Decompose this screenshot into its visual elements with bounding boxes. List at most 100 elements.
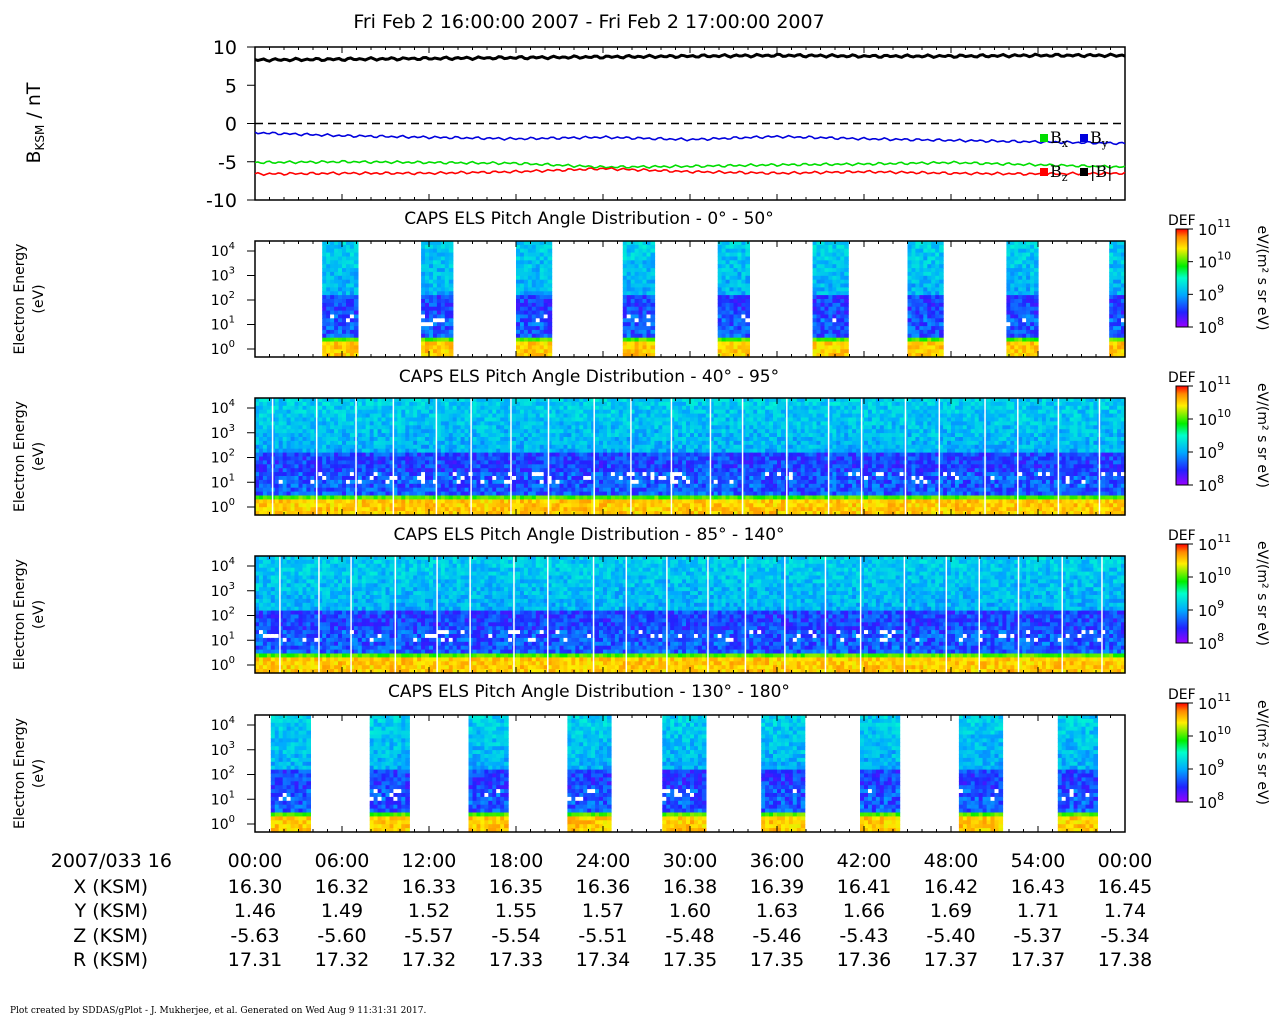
spectrogram-cell: [421, 349, 426, 354]
spectrogram-cell: [417, 499, 422, 504]
spectrogram-cell: [429, 468, 434, 473]
spectrogram-cell: [326, 287, 331, 292]
spectrogram-cell: [1109, 241, 1114, 246]
spectrogram-cell: [255, 448, 260, 454]
spectrogram-cell: [298, 491, 304, 497]
spectrogram-cell: [409, 405, 414, 411]
spectrogram-cell: [425, 452, 430, 458]
spectrogram-cell: [349, 302, 355, 308]
spectrogram-cell: [429, 511, 434, 516]
spectrogram-cell: [472, 468, 478, 473]
spectrogram-cell: [504, 507, 509, 512]
spectrogram-cell: [512, 460, 517, 465]
spectrogram-cell: [433, 421, 438, 426]
spectrogram-cell: [330, 425, 335, 430]
spectrogram-cell: [650, 318, 656, 323]
spectrogram-cell: [820, 353, 826, 358]
spectrogram-cell: [405, 495, 410, 500]
spectrogram-cell: [433, 503, 438, 508]
spectrogram-cell: [919, 256, 924, 261]
spectrogram-cell: [840, 326, 845, 331]
spectrogram-cell: [330, 287, 335, 292]
spectrogram-cell: [1026, 244, 1031, 250]
spectrogram-cell: [326, 472, 331, 477]
spectrogram-cell: [346, 456, 351, 461]
spectrogram-cell: [512, 398, 517, 403]
spectrogram-cell: [480, 405, 485, 411]
spectrogram-cell: [298, 468, 304, 473]
spectrogram-cell: [393, 425, 398, 430]
spectrogram-cell: [531, 401, 537, 407]
spectrogram-cell: [516, 499, 521, 504]
spectrogram-cell: [1034, 314, 1039, 319]
spectrogram-cell: [527, 264, 533, 269]
spectrogram-cell: [274, 479, 280, 485]
spectrogram-cell: [571, 409, 576, 415]
spectrogram-cell: [579, 437, 584, 442]
spectrogram-cell: [935, 248, 940, 254]
spectrogram-cell: [626, 306, 632, 312]
spectrogram-cell: [369, 433, 375, 438]
spectrogram-cell: [828, 302, 833, 308]
spectrogram-cell: [638, 260, 644, 265]
spectrogram-cell: [306, 499, 311, 504]
spectrogram-cell: [717, 244, 723, 250]
spectrogram-cell: [717, 252, 723, 258]
spectrogram-cell: [421, 341, 426, 346]
spectrogram-cell: [330, 295, 335, 300]
spectrogram-cell: [492, 460, 497, 465]
spectrogram-cell: [377, 398, 383, 403]
spectrogram-cell: [559, 444, 565, 450]
spectrogram-cell: [516, 421, 521, 426]
spectrogram-cell: [278, 417, 284, 422]
spectrogram-cell: [413, 479, 418, 485]
spectrogram-cell: [812, 260, 818, 265]
spectrogram-cell: [259, 472, 264, 477]
spectrogram-cell: [444, 248, 450, 254]
spectrogram-cell: [397, 440, 402, 446]
spectrogram-cell: [923, 244, 928, 250]
spectrogram-cell: [721, 252, 727, 258]
spectrogram-cell: [346, 353, 351, 358]
spectrogram-cell: [1117, 306, 1122, 312]
spectrogram-cell: [1010, 241, 1015, 246]
spectrogram-cell: [381, 398, 387, 403]
spectrogram-cell: [1117, 295, 1122, 300]
spectrogram-cell: [626, 318, 632, 323]
spectrogram-cell: [539, 326, 545, 331]
spectrogram-cell: [717, 241, 723, 246]
spectrogram-cell: [266, 448, 272, 454]
spectrogram-cell: [650, 353, 656, 358]
spectrogram-cell: [377, 464, 383, 469]
spectrogram-cell: [919, 310, 924, 316]
spectrogram-cell: [527, 421, 533, 426]
spectrogram-cell: [444, 452, 450, 458]
spectrogram-cell: [721, 256, 727, 261]
spectrogram-cell: [460, 409, 466, 415]
spectrogram-cell: [939, 244, 944, 250]
spectrogram-cell: [571, 417, 576, 422]
spectrogram-cell: [634, 329, 640, 335]
spectrogram-cell: [650, 349, 656, 354]
spectrogram-cell: [1109, 341, 1114, 346]
spectrogram-cell: [634, 271, 640, 277]
spectrogram-cell: [452, 433, 458, 438]
spectrogram-cell: [559, 452, 565, 458]
spectrogram-cell: [409, 417, 414, 422]
spectrogram-cell: [381, 464, 387, 469]
spectrogram-cell: [361, 444, 367, 450]
spectrogram-cell: [1006, 252, 1011, 258]
spectrogram-cell: [448, 306, 454, 312]
spectrogram-cell: [492, 440, 497, 446]
spectrogram-cell: [278, 429, 284, 434]
spectrogram-cell: [551, 421, 557, 426]
spectrogram-cell: [642, 310, 648, 316]
spectrogram-cell: [555, 433, 561, 438]
spectrogram-cell: [286, 495, 292, 500]
spectrogram-cell: [539, 476, 545, 481]
spectrogram-cell: [1026, 310, 1031, 316]
spectrogram-cell: [923, 287, 928, 292]
spectrogram-cell: [543, 349, 549, 354]
spectrogram-cell: [543, 291, 549, 296]
legend-entry: Bx: [1050, 128, 1069, 150]
